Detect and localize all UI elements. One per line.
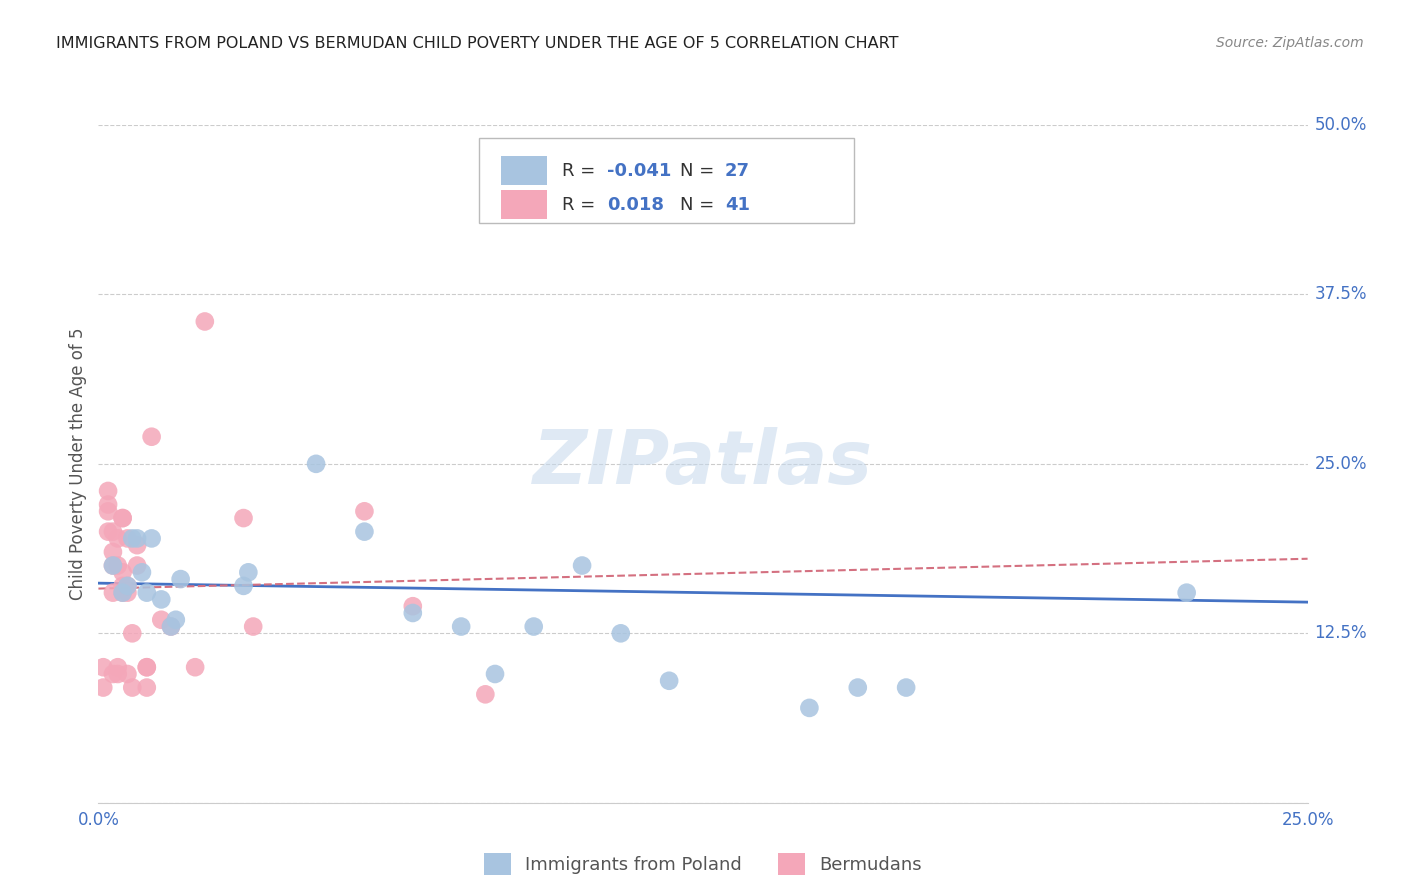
Text: 41: 41 bbox=[724, 195, 749, 213]
Text: 25.0%: 25.0% bbox=[1315, 455, 1367, 473]
Point bbox=[111, 511, 134, 525]
Point bbox=[353, 504, 375, 518]
Point bbox=[232, 579, 254, 593]
Text: 27: 27 bbox=[724, 161, 749, 179]
Point bbox=[484, 667, 506, 681]
Text: 12.5%: 12.5% bbox=[1315, 624, 1367, 642]
Point bbox=[101, 585, 124, 599]
Point bbox=[111, 511, 134, 525]
Point bbox=[117, 579, 139, 593]
Point bbox=[160, 619, 183, 633]
Text: 50.0%: 50.0% bbox=[1315, 116, 1367, 134]
Point bbox=[141, 532, 163, 546]
Bar bbox=[501, 156, 547, 185]
Point bbox=[242, 619, 264, 633]
Point bbox=[111, 579, 134, 593]
Point bbox=[117, 585, 139, 599]
Point bbox=[799, 701, 821, 715]
Point bbox=[127, 558, 149, 573]
Point bbox=[111, 585, 134, 599]
Point bbox=[101, 558, 124, 573]
Point bbox=[107, 667, 129, 681]
Point bbox=[97, 504, 120, 518]
Point bbox=[97, 483, 120, 498]
Point bbox=[111, 566, 134, 580]
Text: IMMIGRANTS FROM POLAND VS BERMUDAN CHILD POVERTY UNDER THE AGE OF 5 CORRELATION : IMMIGRANTS FROM POLAND VS BERMUDAN CHILD… bbox=[56, 36, 898, 51]
Point bbox=[121, 681, 143, 695]
Point bbox=[165, 613, 187, 627]
Point bbox=[305, 457, 328, 471]
Point bbox=[184, 660, 207, 674]
Point bbox=[101, 545, 124, 559]
Point bbox=[402, 599, 425, 614]
Point bbox=[101, 667, 124, 681]
Point bbox=[610, 626, 633, 640]
Point bbox=[101, 558, 124, 573]
Point bbox=[111, 585, 134, 599]
Point bbox=[846, 681, 869, 695]
Point bbox=[135, 660, 157, 674]
Point bbox=[121, 532, 143, 546]
Text: N =: N = bbox=[681, 161, 720, 179]
Point bbox=[894, 681, 917, 695]
Point bbox=[658, 673, 681, 688]
Point bbox=[160, 619, 183, 633]
Point bbox=[523, 619, 546, 633]
Point bbox=[91, 660, 114, 674]
Point bbox=[150, 613, 173, 627]
Point bbox=[135, 681, 157, 695]
Point bbox=[135, 585, 157, 599]
Point bbox=[107, 660, 129, 674]
Text: R =: R = bbox=[561, 195, 606, 213]
Point bbox=[150, 592, 173, 607]
Point bbox=[91, 681, 114, 695]
Text: N =: N = bbox=[681, 195, 720, 213]
Point bbox=[141, 430, 163, 444]
Text: Source: ZipAtlas.com: Source: ZipAtlas.com bbox=[1216, 36, 1364, 50]
Point bbox=[121, 626, 143, 640]
Text: 0.018: 0.018 bbox=[607, 195, 665, 213]
FancyBboxPatch shape bbox=[479, 138, 855, 223]
Point bbox=[131, 566, 153, 580]
Text: 37.5%: 37.5% bbox=[1315, 285, 1367, 303]
Point bbox=[571, 558, 593, 573]
Bar bbox=[501, 190, 547, 219]
Point bbox=[402, 606, 425, 620]
Point bbox=[169, 572, 191, 586]
Point bbox=[232, 511, 254, 525]
Point bbox=[127, 532, 149, 546]
Point bbox=[107, 558, 129, 573]
Point bbox=[135, 660, 157, 674]
Point bbox=[194, 314, 217, 328]
Point bbox=[450, 619, 472, 633]
Point bbox=[117, 532, 139, 546]
Point bbox=[117, 667, 139, 681]
Point bbox=[1175, 585, 1198, 599]
Point bbox=[238, 566, 260, 580]
Text: ZIPatlas: ZIPatlas bbox=[533, 427, 873, 500]
Point bbox=[101, 524, 124, 539]
Point bbox=[474, 687, 496, 701]
Y-axis label: Child Poverty Under the Age of 5: Child Poverty Under the Age of 5 bbox=[69, 327, 87, 600]
Text: -0.041: -0.041 bbox=[607, 161, 672, 179]
Legend: Immigrants from Poland, Bermudans: Immigrants from Poland, Bermudans bbox=[477, 846, 929, 882]
Point bbox=[97, 498, 120, 512]
Point bbox=[97, 524, 120, 539]
Point bbox=[127, 538, 149, 552]
Point bbox=[107, 532, 129, 546]
Point bbox=[117, 579, 139, 593]
Point bbox=[353, 524, 375, 539]
Text: R =: R = bbox=[561, 161, 600, 179]
